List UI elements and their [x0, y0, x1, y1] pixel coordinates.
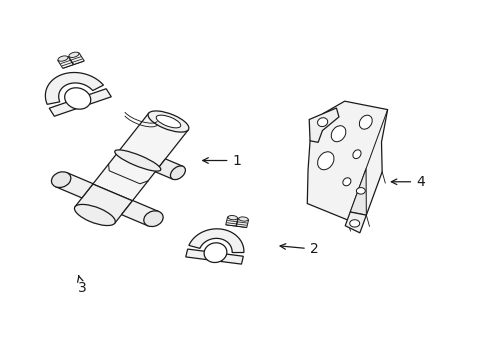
Ellipse shape — [203, 243, 226, 262]
Ellipse shape — [317, 118, 327, 127]
Ellipse shape — [148, 111, 188, 132]
Polygon shape — [345, 212, 366, 233]
Polygon shape — [75, 184, 132, 223]
Polygon shape — [225, 217, 237, 226]
Polygon shape — [349, 169, 366, 215]
Ellipse shape — [74, 204, 115, 226]
Text: 2: 2 — [280, 242, 318, 256]
Ellipse shape — [238, 217, 248, 221]
Ellipse shape — [227, 216, 237, 220]
Ellipse shape — [359, 115, 371, 129]
Polygon shape — [188, 229, 244, 252]
Text: 3: 3 — [78, 275, 86, 295]
Polygon shape — [93, 113, 188, 201]
Polygon shape — [306, 101, 387, 220]
Polygon shape — [45, 72, 103, 104]
Text: 1: 1 — [203, 153, 241, 167]
Polygon shape — [236, 219, 248, 228]
Text: 4: 4 — [390, 175, 424, 189]
Ellipse shape — [170, 166, 185, 180]
Ellipse shape — [115, 150, 161, 171]
Polygon shape — [121, 201, 159, 226]
Ellipse shape — [156, 115, 181, 128]
Ellipse shape — [51, 172, 71, 188]
Ellipse shape — [342, 178, 350, 186]
Ellipse shape — [317, 152, 333, 170]
Polygon shape — [56, 172, 93, 198]
Polygon shape — [68, 53, 84, 65]
Ellipse shape — [58, 56, 68, 61]
Ellipse shape — [349, 220, 359, 227]
Polygon shape — [308, 108, 338, 142]
Ellipse shape — [143, 211, 163, 226]
Ellipse shape — [330, 126, 345, 142]
Ellipse shape — [64, 88, 91, 109]
Polygon shape — [49, 89, 111, 116]
Polygon shape — [155, 159, 183, 179]
Ellipse shape — [69, 52, 79, 58]
Ellipse shape — [356, 188, 365, 194]
Polygon shape — [58, 57, 73, 68]
Ellipse shape — [352, 150, 360, 159]
Polygon shape — [185, 249, 243, 264]
